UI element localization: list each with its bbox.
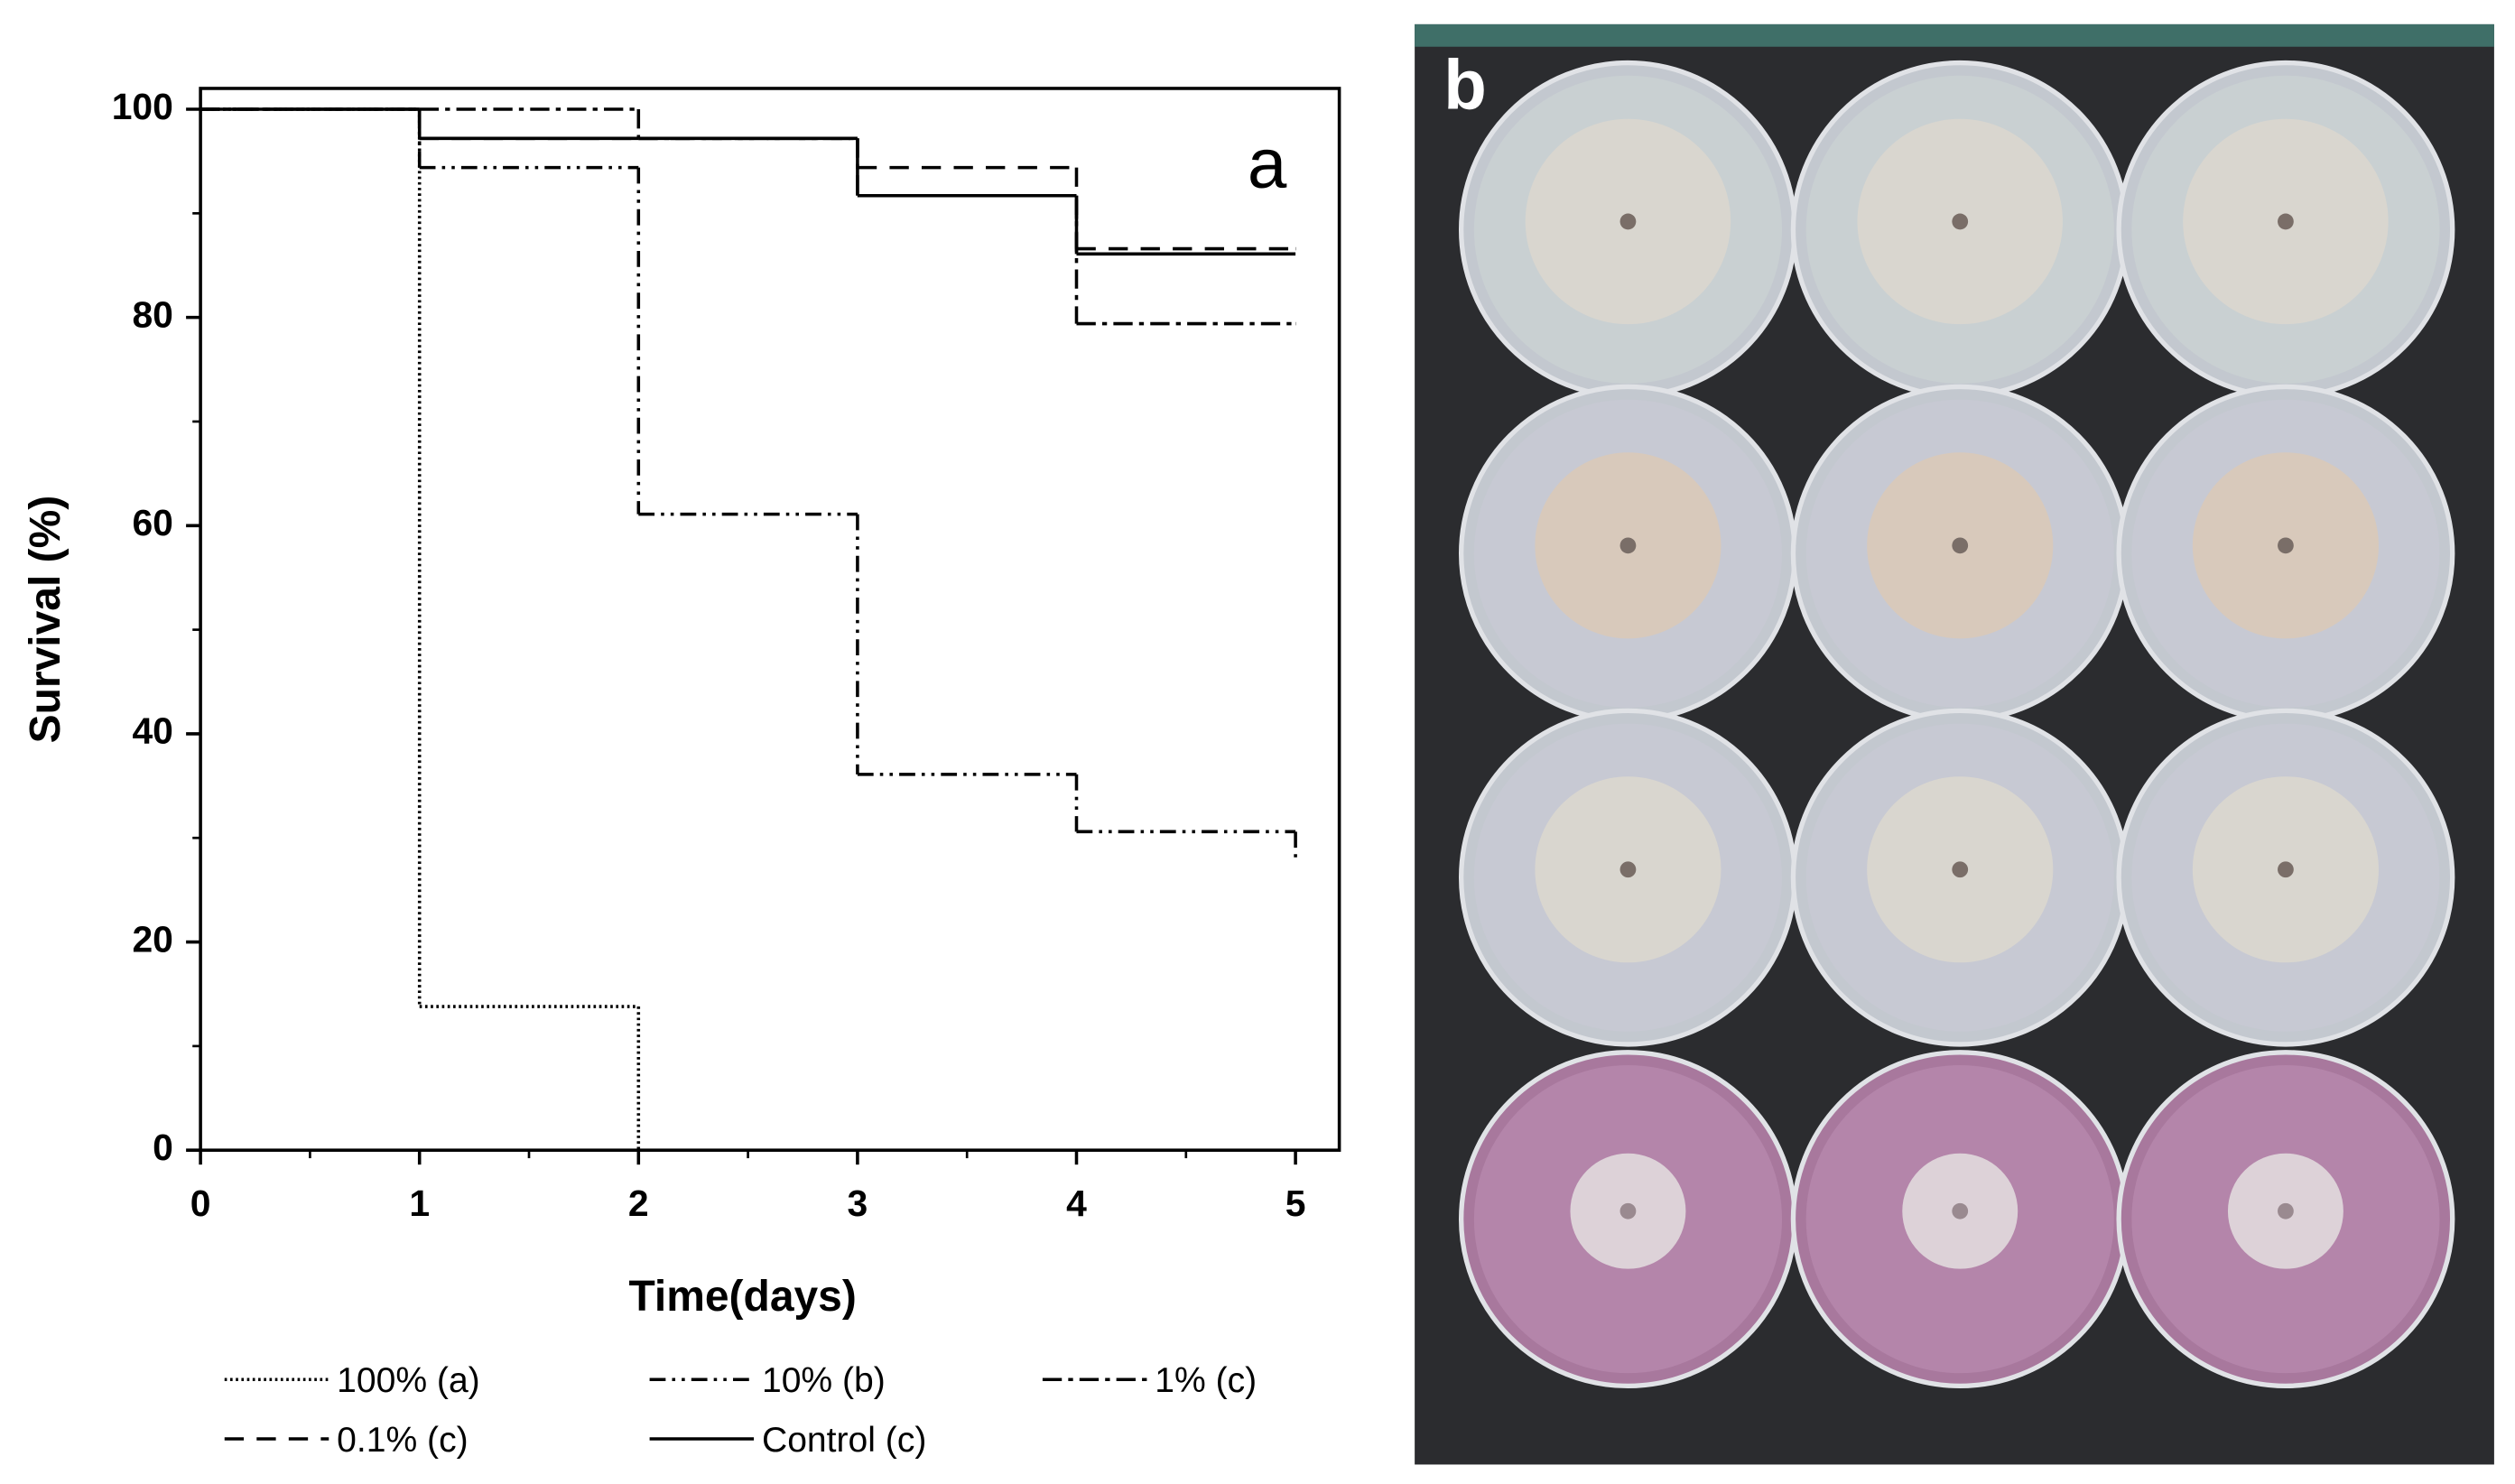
legend-label: 10% (b) [762,1361,886,1400]
colony-center [1952,861,1969,878]
x-tick-label: 0 [190,1183,211,1224]
panel-annotation: a [1248,123,1287,202]
plot-frame [199,87,1341,1152]
x-tick-label: 2 [628,1183,649,1224]
y-tick-label: 80 [132,293,172,335]
colony-center [1619,213,1637,230]
legend-label: 1% (c) [1155,1361,1257,1400]
legend-label: Control (c) [762,1421,926,1460]
x-tick-label: 3 [848,1183,868,1224]
plate-photo [1415,23,2494,1465]
legend-label: 0.1% (c) [337,1421,469,1460]
photo-edge [1415,23,2494,47]
x-tick-label: 1 [409,1183,430,1224]
colony-center [2278,537,2294,554]
y-axis-label: Survival (%) [22,496,70,744]
colony-center [1952,1202,1969,1220]
colony-center [1619,861,1637,878]
y-tick-label: 100 [112,86,173,127]
colony-center [1619,537,1637,554]
colony-center [1952,537,1969,554]
colony-center [2278,1202,2294,1220]
panel-label: b [1443,44,1487,124]
colony-center [1619,1202,1637,1220]
y-tick-label: 20 [132,918,172,960]
colony-center [1952,213,1969,230]
y-tick-label: 40 [132,710,172,752]
legend-label: 100% (a) [337,1361,480,1400]
colony-center [2278,213,2294,230]
x-tick-label: 4 [1066,1183,1087,1224]
y-tick-label: 0 [153,1127,173,1168]
y-tick-label: 60 [132,502,172,543]
colony-center [2278,861,2294,878]
x-axis-label: Time(days) [628,1273,856,1321]
x-tick-label: 5 [1285,1183,1306,1224]
